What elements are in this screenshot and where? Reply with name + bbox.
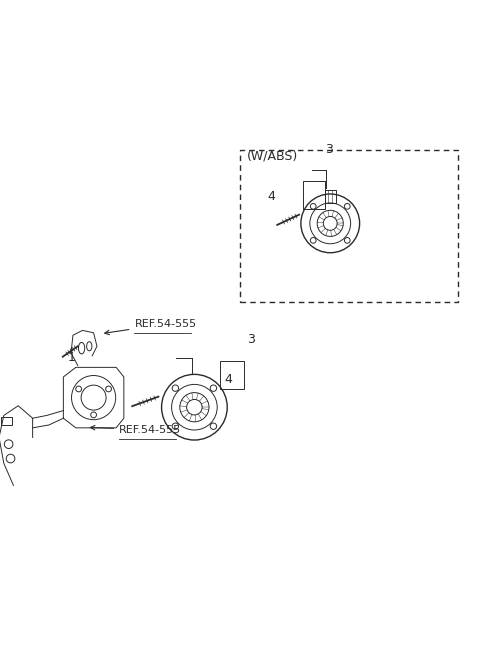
Text: REF.54-555: REF.54-555 bbox=[90, 424, 181, 435]
Bar bbox=[303, 181, 325, 209]
Bar bbox=[1, 417, 12, 425]
Text: 3: 3 bbox=[325, 143, 333, 156]
Bar bbox=[220, 361, 244, 390]
Text: 3: 3 bbox=[247, 333, 254, 346]
Text: 1: 1 bbox=[68, 351, 76, 364]
Text: (W/ABS): (W/ABS) bbox=[247, 150, 299, 163]
Text: REF.54-555: REF.54-555 bbox=[105, 319, 196, 335]
Text: 4: 4 bbox=[268, 190, 276, 203]
Bar bbox=[324, 190, 336, 203]
Text: 4: 4 bbox=[225, 373, 232, 386]
